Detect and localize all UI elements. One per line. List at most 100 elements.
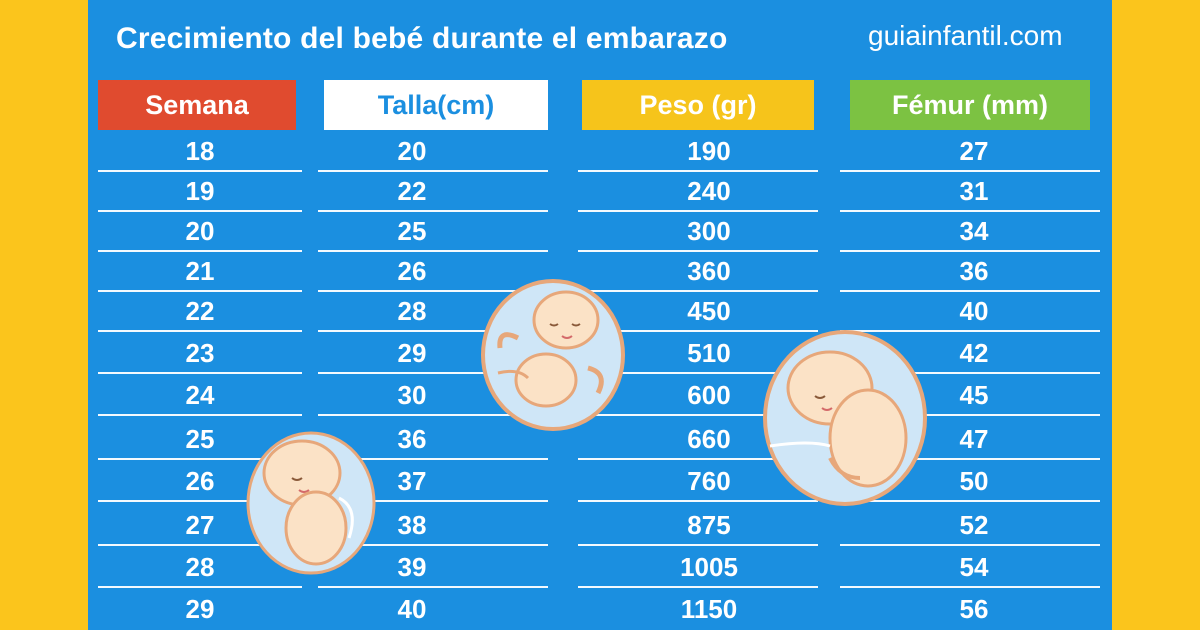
cell-peso: 190 <box>687 136 731 166</box>
header-talla: Talla(cm) <box>324 80 548 130</box>
cell-femur: 40 <box>959 296 989 326</box>
growth-table-board: Crecimiento del bebé durante el embarazo… <box>88 0 1112 630</box>
cell-femur: 42 <box>959 338 989 368</box>
row-divider <box>318 500 548 502</box>
row-divider <box>840 372 1100 374</box>
row-divider <box>840 586 1100 588</box>
row-divider <box>840 330 1100 332</box>
cell-femur: 27 <box>959 136 989 166</box>
row-divider <box>578 250 818 252</box>
row-divider <box>318 586 548 588</box>
row-divider <box>318 250 548 252</box>
row-divider <box>98 414 302 416</box>
cell-talla: 30 <box>397 380 427 410</box>
row-divider <box>98 330 302 332</box>
cell-peso: 660 <box>687 424 731 454</box>
cell-talla: 38 <box>397 510 427 540</box>
row-divider <box>98 250 302 252</box>
cell-peso: 300 <box>687 216 731 246</box>
row-divider <box>318 330 548 332</box>
row-divider <box>318 170 548 172</box>
row-divider <box>578 170 818 172</box>
row-divider <box>318 372 548 374</box>
row-divider <box>578 586 818 588</box>
cell-talla: 26 <box>397 256 427 286</box>
cell-peso: 1005 <box>680 552 738 582</box>
cell-semana: 18 <box>185 136 215 166</box>
cell-semana: 29 <box>185 594 215 624</box>
cell-semana: 21 <box>185 256 215 286</box>
row-divider <box>98 586 302 588</box>
row-divider <box>98 170 302 172</box>
row-divider <box>98 290 302 292</box>
row-divider <box>840 544 1100 546</box>
cell-femur: 47 <box>959 424 989 454</box>
cell-femur: 36 <box>959 256 989 286</box>
cell-femur: 50 <box>959 466 989 496</box>
cell-talla: 36 <box>397 424 427 454</box>
row-divider <box>578 290 818 292</box>
row-divider <box>578 330 818 332</box>
cell-femur: 52 <box>959 510 989 540</box>
cell-peso: 600 <box>687 380 731 410</box>
cell-peso: 510 <box>687 338 731 368</box>
page-title: Crecimiento del bebé durante el embarazo <box>116 22 728 55</box>
row-divider <box>578 372 818 374</box>
row-divider <box>578 458 818 460</box>
row-divider <box>840 210 1100 212</box>
row-divider <box>578 414 818 416</box>
cell-talla: 22 <box>397 176 427 206</box>
row-divider <box>98 500 302 502</box>
row-divider <box>98 458 302 460</box>
row-divider <box>98 372 302 374</box>
cell-semana: 28 <box>185 552 215 582</box>
cell-semana: 26 <box>185 466 215 496</box>
cell-femur: 45 <box>959 380 989 410</box>
row-divider <box>318 544 548 546</box>
cell-peso: 1150 <box>680 594 738 624</box>
row-divider <box>840 170 1100 172</box>
row-divider <box>318 458 548 460</box>
brand-logo-text[interactable]: guiainfantil.com <box>868 20 1063 51</box>
cell-semana: 24 <box>185 380 215 410</box>
fetus-illustration-small <box>481 279 625 431</box>
cell-talla: 25 <box>397 216 427 246</box>
row-divider <box>318 210 548 212</box>
row-divider <box>840 414 1100 416</box>
cell-talla: 20 <box>397 136 427 166</box>
row-divider <box>840 458 1100 460</box>
row-divider <box>318 290 548 292</box>
cell-talla: 37 <box>397 466 427 496</box>
row-divider <box>578 544 818 546</box>
cell-talla: 39 <box>397 552 427 582</box>
cell-semana: 20 <box>185 216 215 246</box>
cell-semana: 25 <box>185 424 215 454</box>
row-divider <box>98 544 302 546</box>
row-divider <box>840 250 1100 252</box>
row-divider <box>840 290 1100 292</box>
row-divider <box>98 210 302 212</box>
cell-peso: 360 <box>687 256 731 286</box>
cell-semana: 22 <box>185 296 215 326</box>
cell-peso: 240 <box>687 176 731 206</box>
cell-femur: 56 <box>959 594 989 624</box>
cell-peso: 760 <box>687 466 731 496</box>
cell-semana: 23 <box>185 338 215 368</box>
cell-femur: 34 <box>959 216 989 246</box>
row-divider <box>318 414 548 416</box>
fetus-illustration-large <box>763 330 927 506</box>
cell-peso: 875 <box>687 510 731 540</box>
cell-talla: 29 <box>397 338 427 368</box>
header-peso: Peso (gr) <box>582 80 814 130</box>
fetus-illustration-left <box>246 431 376 575</box>
row-divider <box>840 500 1100 502</box>
header-femur: Fémur (mm) <box>850 80 1090 130</box>
cell-talla: 40 <box>397 594 427 624</box>
cell-femur: 31 <box>959 176 989 206</box>
row-divider <box>578 210 818 212</box>
cell-femur: 54 <box>959 552 989 582</box>
cell-semana: 19 <box>185 176 215 206</box>
header-semana: Semana <box>98 80 296 130</box>
cell-talla: 28 <box>397 296 427 326</box>
cell-peso: 450 <box>687 296 731 326</box>
